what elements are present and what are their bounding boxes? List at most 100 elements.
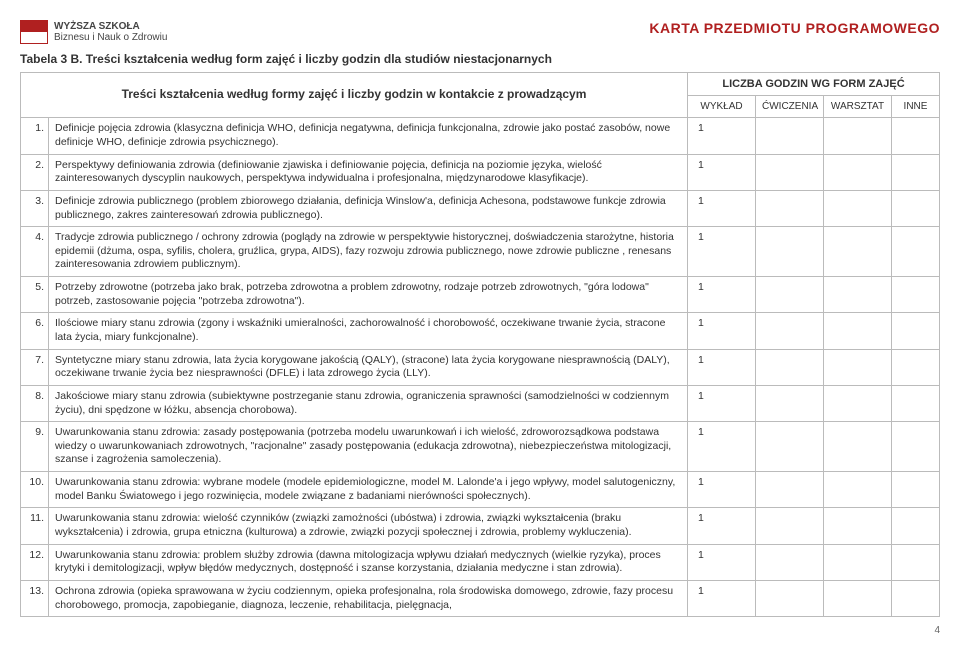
- hours-cell: [824, 349, 892, 385]
- hours-cell: [756, 508, 824, 544]
- col-wyklad: WYKŁAD: [688, 96, 756, 118]
- row-text: Uwarunkowania stanu zdrowia: wielość czy…: [49, 508, 688, 544]
- table-row: 6.Ilościowe miary stanu zdrowia (zgony i…: [21, 313, 940, 349]
- row-number: 4.: [21, 227, 49, 277]
- hours-cell: 1: [688, 422, 756, 472]
- hours-cell: [892, 472, 940, 508]
- hours-cell: [892, 349, 940, 385]
- hours-cell: [756, 190, 824, 226]
- row-text: Definicje zdrowia publicznego (problem z…: [49, 190, 688, 226]
- row-text: Perspektywy definiowania zdrowia (defini…: [49, 154, 688, 190]
- hours-cell: [756, 313, 824, 349]
- table-row: 8.Jakościowe miary stanu zdrowia (subiek…: [21, 385, 940, 421]
- hours-cell: [892, 544, 940, 580]
- logo-text: WYŻSZA SZKOŁA Biznesu i Nauk o Zdrowiu: [54, 21, 167, 43]
- hours-cell: [892, 227, 940, 277]
- hours-cell: [892, 190, 940, 226]
- row-text: Ilościowe miary stanu zdrowia (zgony i w…: [49, 313, 688, 349]
- hours-cell: [824, 385, 892, 421]
- row-number: 11.: [21, 508, 49, 544]
- row-text: Uwarunkowania stanu zdrowia: zasady post…: [49, 422, 688, 472]
- table-row: 10.Uwarunkowania stanu zdrowia: wybrane …: [21, 472, 940, 508]
- row-number: 6.: [21, 313, 49, 349]
- table-row: 7.Syntetyczne miary stanu zdrowia, lata …: [21, 349, 940, 385]
- hours-cell: [824, 544, 892, 580]
- row-text: Jakościowe miary stanu zdrowia (subiekty…: [49, 385, 688, 421]
- hours-cell: [824, 313, 892, 349]
- row-number: 12.: [21, 544, 49, 580]
- table-row: 3.Definicje zdrowia publicznego (problem…: [21, 190, 940, 226]
- row-text: Uwarunkowania stanu zdrowia: problem słu…: [49, 544, 688, 580]
- row-text: Definicje pojęcia zdrowia (klasyczna def…: [49, 118, 688, 154]
- hours-cell: [824, 508, 892, 544]
- hours-cell: 1: [688, 580, 756, 616]
- hours-cell: [892, 385, 940, 421]
- hours-cell: [756, 227, 824, 277]
- header-tresci: Treści kształcenia według formy zajęć i …: [21, 73, 688, 118]
- hours-cell: [756, 154, 824, 190]
- table-row: 13.Ochrona zdrowia (opieka sprawowana w …: [21, 580, 940, 616]
- logo-line2: Biznesu i Nauk o Zdrowiu: [54, 32, 167, 43]
- table-row: 4.Tradycje zdrowia publicznego / ochrony…: [21, 227, 940, 277]
- row-text: Potrzeby zdrowotne (potrzeba jako brak, …: [49, 277, 688, 313]
- table-row: 2.Perspektywy definiowania zdrowia (defi…: [21, 154, 940, 190]
- hours-cell: [756, 472, 824, 508]
- hours-cell: [892, 508, 940, 544]
- document-header: WYŻSZA SZKOŁA Biznesu i Nauk o Zdrowiu K…: [20, 20, 940, 44]
- hours-cell: [824, 422, 892, 472]
- hours-cell: [824, 580, 892, 616]
- row-number: 7.: [21, 349, 49, 385]
- hours-cell: [756, 385, 824, 421]
- hours-cell: 1: [688, 472, 756, 508]
- hours-cell: [824, 472, 892, 508]
- table-body: 1.Definicje pojęcia zdrowia (klasyczna d…: [21, 118, 940, 617]
- hours-cell: 1: [688, 227, 756, 277]
- col-inne: INNE: [892, 96, 940, 118]
- hours-cell: 1: [688, 190, 756, 226]
- row-number: 8.: [21, 385, 49, 421]
- row-text: Uwarunkowania stanu zdrowia: wybrane mod…: [49, 472, 688, 508]
- hours-cell: [824, 190, 892, 226]
- hours-cell: [824, 277, 892, 313]
- hours-cell: [756, 118, 824, 154]
- row-text: Syntetyczne miary stanu zdrowia, lata ży…: [49, 349, 688, 385]
- hours-cell: [824, 154, 892, 190]
- row-number: 3.: [21, 190, 49, 226]
- hours-cell: [824, 227, 892, 277]
- hours-cell: 1: [688, 385, 756, 421]
- hours-cell: [892, 118, 940, 154]
- hours-cell: [892, 580, 940, 616]
- content-table: Treści kształcenia według formy zajęć i …: [20, 72, 940, 617]
- hours-cell: 1: [688, 154, 756, 190]
- document-type-title: KARTA PRZEDMIOTU PROGRAMOWEGO: [649, 20, 940, 36]
- hours-cell: [892, 313, 940, 349]
- table-row: 9.Uwarunkowania stanu zdrowia: zasady po…: [21, 422, 940, 472]
- hours-cell: 1: [688, 118, 756, 154]
- hours-cell: 1: [688, 313, 756, 349]
- hours-cell: 1: [688, 349, 756, 385]
- hours-cell: 1: [688, 277, 756, 313]
- row-text: Ochrona zdrowia (opieka sprawowana w życ…: [49, 580, 688, 616]
- table-row: 1.Definicje pojęcia zdrowia (klasyczna d…: [21, 118, 940, 154]
- row-number: 10.: [21, 472, 49, 508]
- hours-cell: [756, 349, 824, 385]
- table-caption: Tabela 3 B. Treści kształcenia według fo…: [20, 52, 940, 66]
- col-cwiczenia: ĆWICZENIA: [756, 96, 824, 118]
- table-row: 5.Potrzeby zdrowotne (potrzeba jako brak…: [21, 277, 940, 313]
- hours-cell: [824, 118, 892, 154]
- hours-cell: 1: [688, 544, 756, 580]
- page-number: 4: [20, 625, 940, 636]
- row-number: 9.: [21, 422, 49, 472]
- table-row: 12.Uwarunkowania stanu zdrowia: problem …: [21, 544, 940, 580]
- hours-cell: 1: [688, 508, 756, 544]
- header-liczba: LICZBA GODZIN WG FORM ZAJĘĆ: [688, 73, 940, 96]
- school-logo: WYŻSZA SZKOŁA Biznesu i Nauk o Zdrowiu: [20, 20, 167, 44]
- hours-cell: [756, 277, 824, 313]
- hours-cell: [892, 422, 940, 472]
- hours-cell: [756, 422, 824, 472]
- row-number: 5.: [21, 277, 49, 313]
- table-row: 11.Uwarunkowania stanu zdrowia: wielość …: [21, 508, 940, 544]
- hours-cell: [892, 154, 940, 190]
- logo-line1: WYŻSZA SZKOŁA: [54, 21, 167, 32]
- hours-cell: [756, 544, 824, 580]
